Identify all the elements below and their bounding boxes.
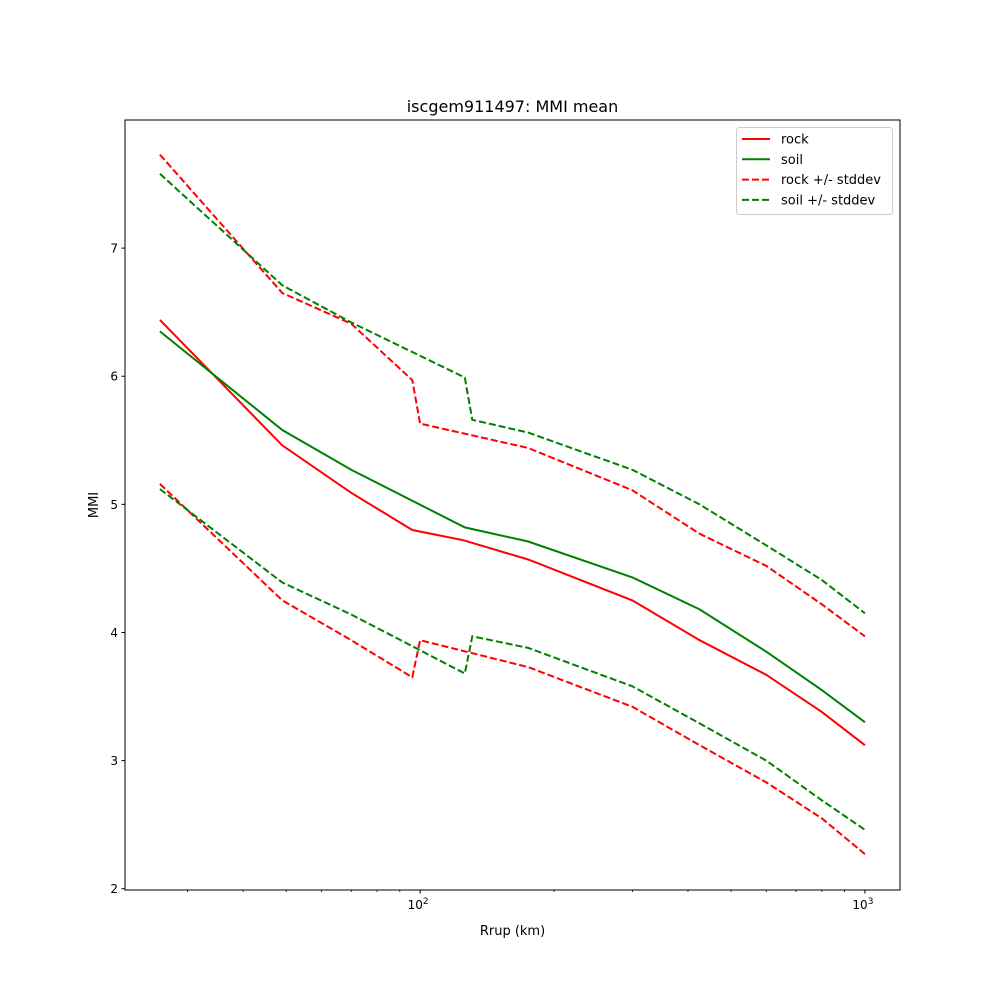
chart-title: iscgem911497: MMI mean <box>407 97 619 116</box>
axes-frame <box>124 119 901 891</box>
series-soil-stddev-lower <box>159 488 866 831</box>
legend-label: rock <box>781 133 809 148</box>
y-tick-label: 4 <box>110 626 118 640</box>
x-axis-label: Rrup (km) <box>480 924 545 939</box>
x-tick-exp: 2 <box>423 897 429 907</box>
legend: rock soil rock +/- stddev soil +/- stddev <box>736 127 893 215</box>
series-soil-stddev <box>159 173 866 615</box>
y-tick-label: 5 <box>110 498 118 512</box>
legend-label: rock +/- stddev <box>781 173 881 188</box>
y-axis-label: MMI <box>87 492 102 518</box>
x-tick-exp: 3 <box>868 897 874 907</box>
x-tick-label: 102 <box>408 897 429 912</box>
plot-area <box>159 153 866 855</box>
series-soil <box>159 330 866 724</box>
y-tick-label: 7 <box>110 242 118 256</box>
x-tick-base: 10 <box>408 898 423 912</box>
series-rock-stddev <box>159 153 866 638</box>
series-rock-stddev-lower <box>159 483 866 855</box>
series-rock <box>159 319 866 746</box>
y-tick-label: 6 <box>110 370 118 384</box>
y-tick-label: 2 <box>110 882 118 896</box>
legend-box <box>736 127 893 215</box>
x-tick-label: 103 <box>852 897 873 912</box>
legend-label: soil +/- stddev <box>781 193 876 208</box>
y-tick-label: 3 <box>110 754 118 768</box>
x-tick-base: 10 <box>852 898 867 912</box>
legend-label: soil <box>781 153 803 168</box>
